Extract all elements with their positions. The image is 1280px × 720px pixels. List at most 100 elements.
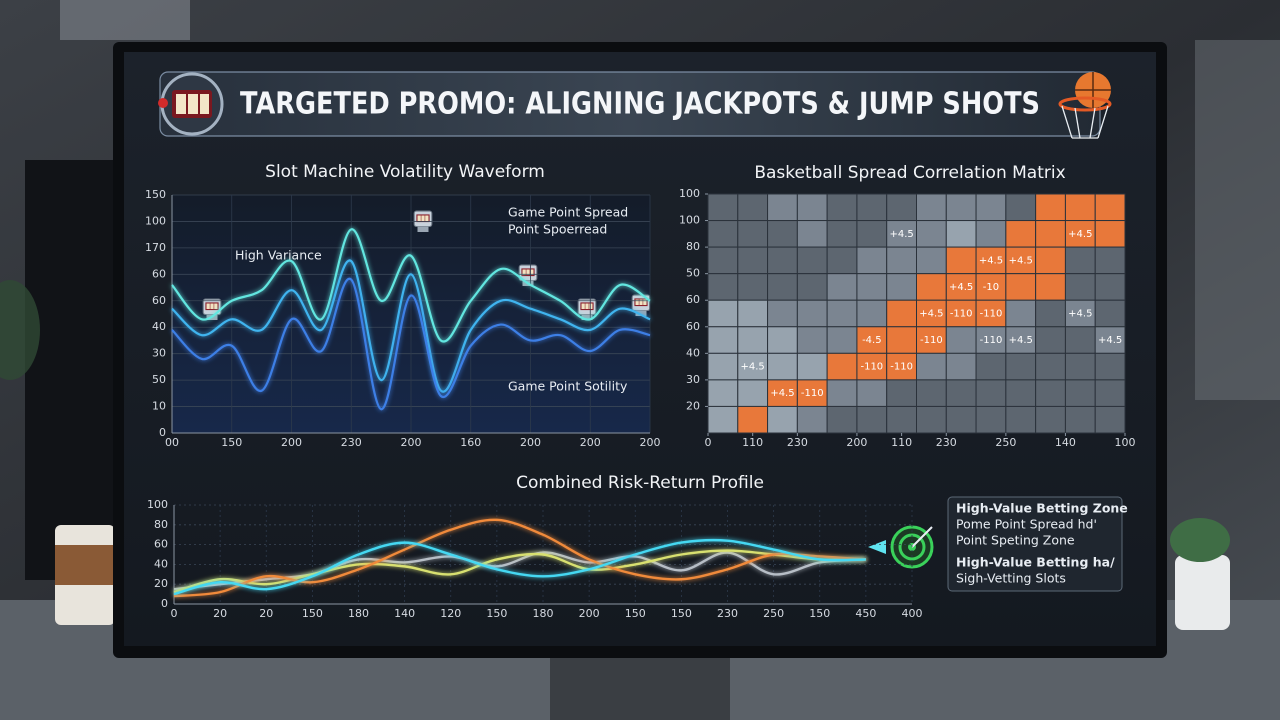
cell — [916, 246, 947, 275]
cell — [707, 193, 739, 222]
cell — [975, 405, 1007, 434]
x-tick-label: 200 — [580, 436, 601, 449]
x-tick-label: 110 — [742, 436, 763, 449]
cell — [1035, 299, 1066, 328]
x-tick-label: 150 — [486, 607, 507, 620]
x-tick-label: 250 — [995, 436, 1016, 449]
cell — [796, 220, 828, 248]
cell — [1035, 405, 1066, 434]
series-line — [173, 518, 866, 598]
cell — [1035, 352, 1066, 381]
cell — [1094, 352, 1126, 381]
x-tick-label: 230 — [787, 436, 808, 449]
annotation: High Variance — [235, 248, 322, 263]
cell — [767, 273, 798, 301]
zone-box — [947, 496, 1123, 592]
cell — [826, 193, 858, 222]
x-tick-label: 160 — [460, 436, 481, 449]
cell — [737, 326, 769, 354]
cell — [707, 352, 739, 381]
cell — [945, 193, 977, 222]
cell — [945, 246, 977, 275]
cell — [886, 352, 918, 381]
x-tick-label: 230 — [341, 436, 362, 449]
cup-sleeve — [55, 545, 115, 585]
cell — [856, 379, 888, 407]
cell-label: +4.5 — [1068, 309, 1092, 320]
cell — [856, 273, 888, 301]
x-tick-label: 110 — [891, 436, 912, 449]
x-tick-label: 0 — [705, 436, 712, 449]
cell — [767, 246, 798, 275]
y-tick-label: 40 — [152, 320, 166, 333]
cell — [1094, 246, 1126, 275]
x-tick-label: 200 — [579, 607, 600, 620]
cell-label: -110 — [950, 309, 973, 320]
y-tick-label: 30 — [152, 347, 166, 360]
y-tick-label: 80 — [154, 518, 168, 531]
cell — [1064, 379, 1096, 407]
y-tick-label: 50 — [686, 267, 700, 280]
cell — [1064, 246, 1096, 275]
monitor-stand — [550, 650, 730, 720]
annotation: Pome Point Spread hd' — [956, 517, 1097, 532]
series-line — [173, 551, 866, 591]
cell-label: -10 — [983, 282, 999, 293]
cell — [826, 326, 858, 354]
cell — [856, 326, 888, 354]
cell — [826, 246, 858, 275]
cell-label: +4.5 — [741, 362, 765, 373]
cell — [856, 405, 888, 434]
cell — [1064, 326, 1096, 354]
annotation: Game Point Spread — [508, 205, 628, 220]
cell — [796, 352, 828, 381]
cell — [1064, 299, 1096, 328]
x-tick-label: 200 — [401, 436, 422, 449]
x-tick-label: 0 — [171, 607, 178, 620]
y-tick-label: 50 — [152, 373, 166, 386]
cell — [737, 405, 769, 434]
cell-label: +4.5 — [1098, 335, 1122, 346]
cell — [1064, 405, 1096, 434]
cell — [945, 326, 977, 354]
x-tick-label: 180 — [533, 607, 554, 620]
cell — [826, 405, 858, 434]
x-tick-label: 140 — [394, 607, 415, 620]
cell — [886, 379, 918, 407]
cell — [886, 246, 918, 275]
y-tick-label: 0 — [161, 597, 168, 610]
y-tick-label: 0 — [159, 426, 166, 439]
annotation: High-Value Betting ha/ — [956, 555, 1115, 570]
cell-label: +4.5 — [979, 255, 1003, 266]
x-tick-label: 200 — [640, 436, 661, 449]
y-tick-label: 80 — [686, 240, 700, 253]
cell-label: +4.5 — [770, 388, 794, 399]
cell-label: +4.5 — [1068, 229, 1092, 240]
cell — [707, 379, 739, 407]
hoop-icon — [1058, 72, 1112, 139]
cell — [826, 220, 858, 248]
series-line — [173, 538, 866, 596]
cell — [886, 299, 918, 328]
cell — [886, 405, 918, 434]
x-tick-label: 140 — [1055, 436, 1076, 449]
x-tick-label: 150 — [809, 607, 830, 620]
cell — [1005, 273, 1037, 301]
cell — [945, 273, 977, 301]
x-tick-label: 00 — [165, 436, 179, 449]
cell — [707, 220, 739, 248]
y-tick-label: 100 — [679, 187, 700, 200]
cell — [1064, 273, 1096, 301]
cell — [1005, 352, 1037, 381]
cell — [916, 379, 947, 407]
cell — [916, 352, 947, 381]
cell — [1005, 379, 1037, 407]
x-tick-label: 400 — [902, 607, 923, 620]
cell — [707, 273, 739, 301]
cell — [737, 220, 769, 248]
cell — [737, 246, 769, 275]
cell-label: +4.5 — [889, 229, 913, 240]
cell — [1005, 193, 1037, 222]
cell — [796, 405, 828, 434]
cell — [1094, 193, 1126, 222]
